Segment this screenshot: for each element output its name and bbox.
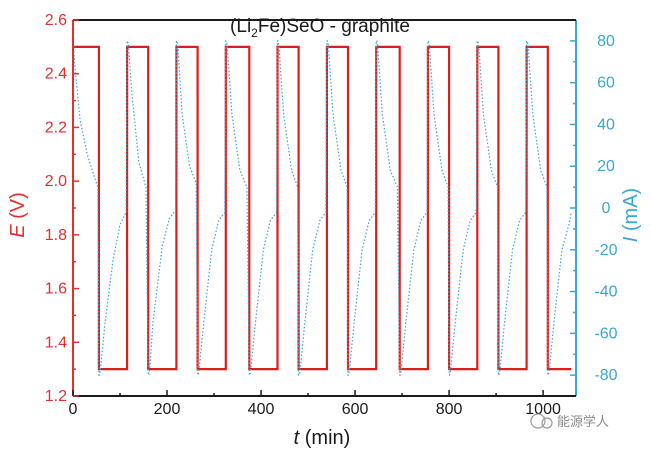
right-y-tick-label: -20 (594, 242, 617, 259)
right-y-tick-label: 20 (597, 158, 615, 175)
x-tick-label: 400 (248, 401, 275, 418)
right-y-axis-label: I (mA) (620, 188, 642, 242)
right-y-tick-label: 60 (597, 75, 615, 92)
left-y-tick-label: 1.2 (45, 388, 67, 405)
left-y-tick-label: 1.4 (45, 334, 67, 351)
chart-title: (Li2Fe)SeO - graphite (230, 16, 410, 40)
left-y-axis-label: E (V) (7, 192, 29, 238)
left-y-tick-label: 2.4 (45, 66, 67, 83)
watermark: 能源学人 (530, 413, 609, 430)
series-I (72, 40, 572, 376)
right-y-tick-label: -80 (594, 367, 617, 384)
right-y-tick-label: 80 (597, 33, 615, 50)
plot-series-layer (72, 40, 572, 376)
x-tick-label: 0 (69, 401, 78, 418)
ticks-layer: 0 200 400 600 800 10001.21.41.61.82.02.22.42.… (45, 12, 618, 418)
x-tick-label: 800 (436, 401, 463, 418)
left-y-tick-label: 2.6 (45, 12, 67, 29)
series-E (73, 45, 572, 371)
right-y-tick-label: 40 (597, 116, 615, 133)
right-y-tick-label: -40 (594, 284, 617, 301)
left-y-tick-label: 2.2 (45, 119, 67, 136)
left-y-tick-label: 1.6 (45, 281, 67, 298)
x-tick-label: 1000 (525, 401, 561, 418)
x-tick-label: 200 (154, 401, 181, 418)
left-y-tick-label: 2.0 (45, 173, 67, 190)
x-axis-label: t (min) (294, 427, 351, 449)
right-y-tick-label: 0 (602, 200, 611, 217)
left-y-tick-label: 1.8 (45, 227, 67, 244)
right-y-tick-label: -60 (594, 325, 617, 342)
watermark-text: 能源学人 (557, 414, 609, 430)
x-tick-label: 600 (342, 401, 369, 418)
